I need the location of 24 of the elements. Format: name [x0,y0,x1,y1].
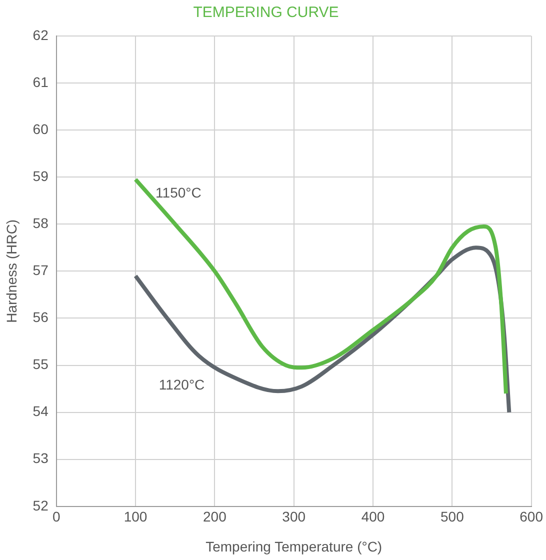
y-tick-label: 62 [32,26,49,43]
y-tick-label: 56 [32,309,49,326]
series-label: 1120°C [158,376,205,393]
x-tick-label: 200 [203,508,227,525]
chart-title: TEMPERING CURVE [193,4,339,22]
y-axis-title: Hardness (HRC) [3,219,20,323]
y-tick-label: 55 [32,356,49,372]
y-tick-label: 61 [32,74,49,90]
x-tick-label: 600 [520,508,544,525]
x-tick-label: 400 [361,508,385,525]
series-label: 1150°C [156,184,202,200]
x-tick-label: 500 [440,508,464,525]
x-axis-title: Tempering Temperature (°C) [206,538,382,554]
x-tick-label: 100 [124,508,148,525]
y-tick-label: 57 [32,262,49,278]
y-tick-label: 53 [32,450,49,466]
y-tick-label: 60 [32,120,49,137]
line-series [134,177,508,396]
y-tick-label: 59 [32,168,49,184]
x-tick-label: 300 [282,508,306,525]
y-tick-label: 52 [32,497,49,514]
y-tick-label: 58 [32,215,49,232]
y-tick-label: 54 [32,403,49,420]
x-tick-label: 0 [52,508,60,525]
